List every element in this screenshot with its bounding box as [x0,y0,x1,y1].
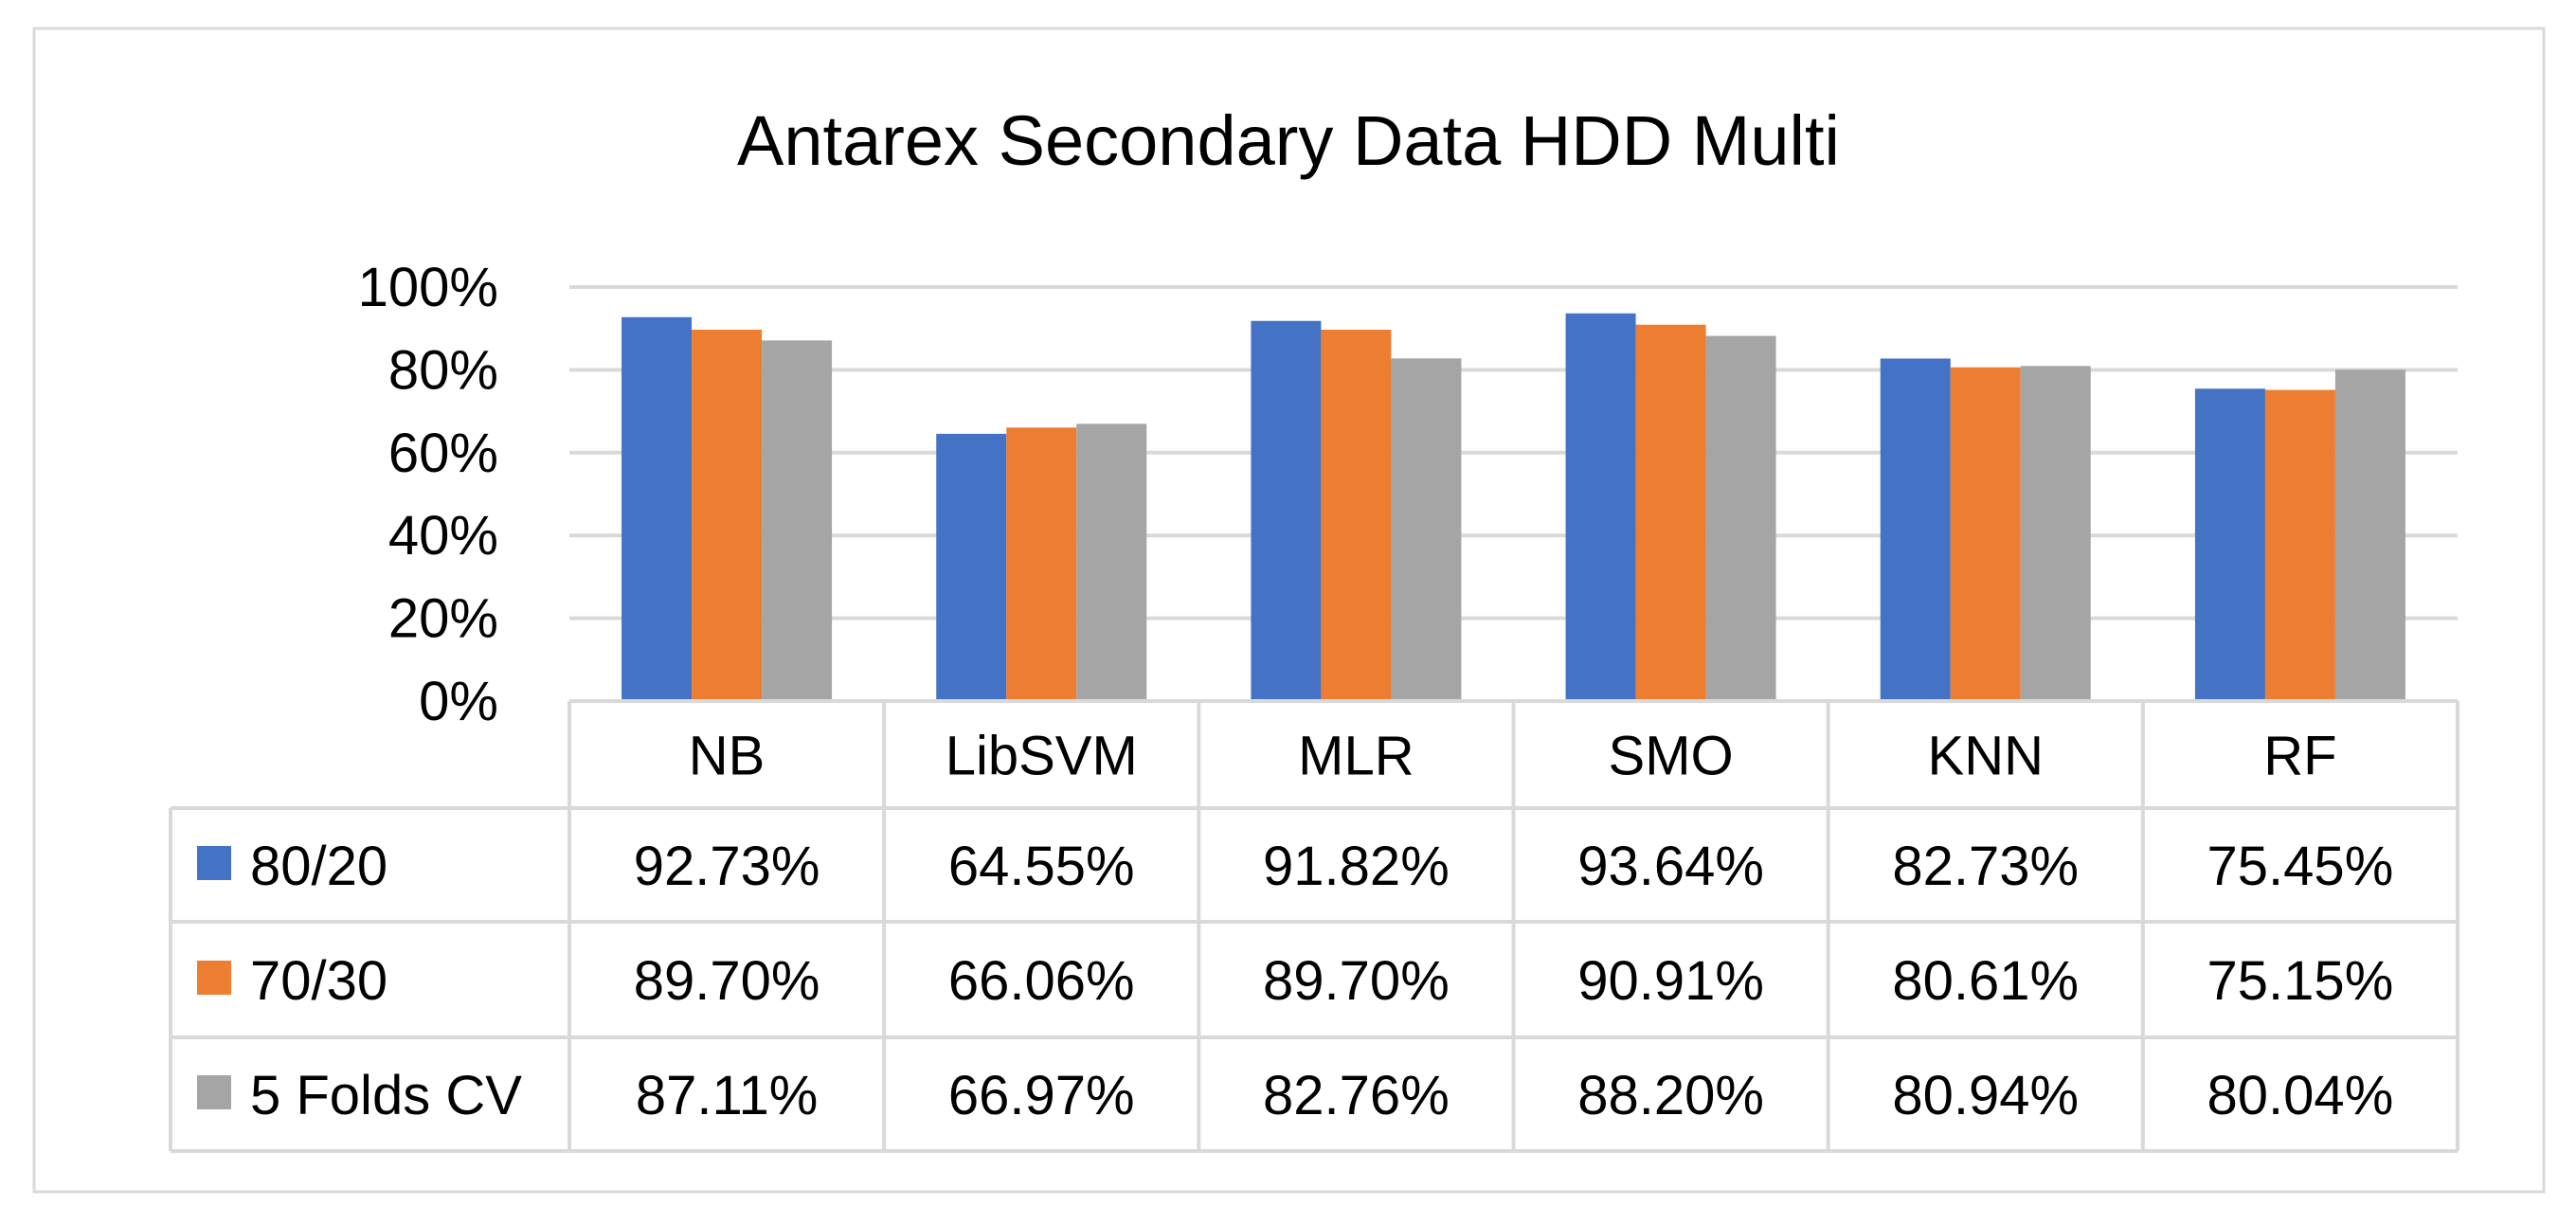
gridlines [569,285,2458,621]
bar [692,330,763,701]
data-label: 93.64% [1577,836,1764,897]
bar [1006,427,1077,701]
data-label: 80.04% [2207,1065,2394,1126]
category-label: LibSVM [946,726,1138,787]
legend-swatch [197,961,231,995]
data-label: 89.70% [1263,950,1450,1012]
bar [2264,389,2335,701]
data-label: 92.73% [634,836,820,897]
bar [936,433,1007,701]
bar [1251,320,1322,701]
bar [1321,330,1392,701]
data-label: 66.97% [948,1065,1135,1126]
data-table: NB LibSVM MLR SMO KNN RF 80/20 92.73% 64.55% 91.8… [169,699,2459,1153]
legend-label: 70/30 [250,950,387,1012]
bar [1635,324,1706,701]
data-label: 80.61% [1892,950,2079,1012]
bar [2194,388,2265,701]
category-label: MLR [1298,726,1414,787]
data-label: 87.11% [636,1065,818,1126]
bar [1076,423,1147,701]
y-tick-label: 100% [358,257,498,318]
bar [621,316,693,701]
legend-label: 5 Folds CV [250,1065,522,1126]
data-label: 64.55% [948,836,1135,897]
y-axis-ticks: 0% 20% 40% 60% 80% 100% [358,257,498,732]
data-label: 88.20% [1577,1065,1764,1126]
category-label: KNN [1928,726,2044,787]
data-label: 91.82% [1263,836,1450,897]
category-label: NB [689,726,766,787]
y-tick-label: 40% [388,505,498,567]
y-tick-label: 0% [419,671,498,732]
category-label: RF [2263,726,2336,787]
bar [1391,358,1462,701]
data-label: 75.45% [2207,836,2394,897]
chart-title: Antarex Secondary Data HDD Multi [737,101,1840,180]
data-label: 82.76% [1263,1065,1450,1126]
bar [1705,335,1776,701]
data-label: 89.70% [634,950,820,1012]
legend-swatch [197,846,231,880]
bars [621,313,2405,701]
legend-label: 80/20 [250,836,387,897]
category-label: SMO [1609,726,1734,787]
data-label: 75.15% [2207,950,2394,1012]
bar [2334,369,2405,701]
y-tick-label: 20% [388,588,498,650]
data-label: 90.91% [1577,950,1764,1012]
data-label: 66.06% [948,950,1135,1012]
y-tick-label: 80% [388,339,498,401]
bar [2020,366,2091,701]
legend-swatch [197,1075,231,1109]
bar [1950,367,2021,701]
bar [1880,358,1951,701]
bar [1565,313,1636,701]
data-label: 82.73% [1892,836,2079,897]
bar [762,340,833,701]
y-tick-label: 60% [388,423,498,484]
data-label: 80.94% [1892,1065,2079,1126]
